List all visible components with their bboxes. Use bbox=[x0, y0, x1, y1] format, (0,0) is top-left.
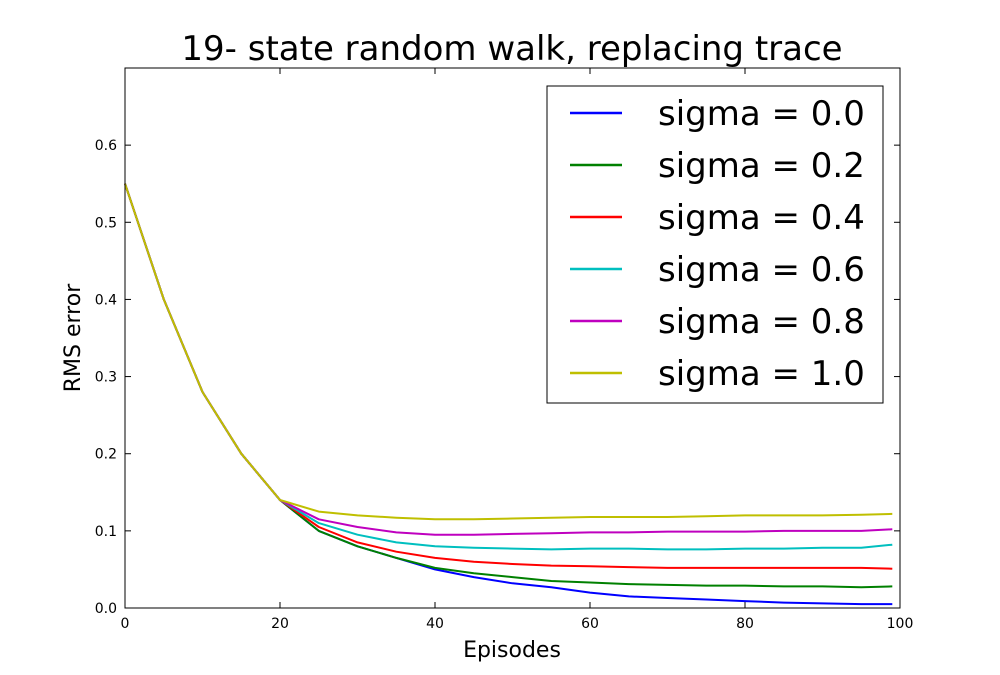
series-line-5 bbox=[124, 183, 893, 521]
x-tick-label: 20 bbox=[271, 616, 289, 632]
x-axis-label: Episodes bbox=[463, 638, 561, 663]
legend-label-0: sigma = 0.0 bbox=[658, 94, 865, 134]
x-tick-label: 40 bbox=[426, 616, 444, 632]
plot-area: 0 20 40 60 80 100 0.0 0.1 0.2 0.3 0.4 0.5 0.6 bbox=[95, 68, 914, 632]
y-tick-label: 0.0 bbox=[95, 601, 117, 617]
legend: sigma = 0.0 sigma = 0.2 sigma = 0.4 sigma =… bbox=[546, 85, 884, 404]
x-tick-label: 80 bbox=[736, 616, 754, 632]
y-tick-label: 0.2 bbox=[95, 447, 117, 463]
x-tick-label: 100 bbox=[887, 616, 914, 632]
x-tick-label: 0 bbox=[121, 616, 130, 632]
legend-label-1: sigma = 0.2 bbox=[658, 146, 865, 186]
y-tick-label: 0.6 bbox=[95, 138, 117, 154]
y-tick-label: 0.3 bbox=[95, 370, 117, 386]
x-tick-label: 60 bbox=[581, 616, 599, 632]
plot-frame bbox=[124, 67, 901, 609]
chart-title: 19- state random walk, replacing trace bbox=[181, 29, 842, 69]
legend-label-4: sigma = 0.8 bbox=[658, 302, 865, 342]
legend-label-2: sigma = 0.4 bbox=[658, 198, 865, 238]
y-tick-label: 0.5 bbox=[95, 215, 117, 231]
y-tick-label: 0.4 bbox=[95, 292, 117, 308]
legend-label-3: sigma = 0.6 bbox=[658, 250, 865, 290]
legend-box bbox=[546, 85, 884, 404]
legend-label-5: sigma = 1.0 bbox=[658, 354, 865, 394]
y-axis-label: RMS error bbox=[61, 283, 86, 392]
y-tick-label: 0.1 bbox=[95, 524, 117, 540]
